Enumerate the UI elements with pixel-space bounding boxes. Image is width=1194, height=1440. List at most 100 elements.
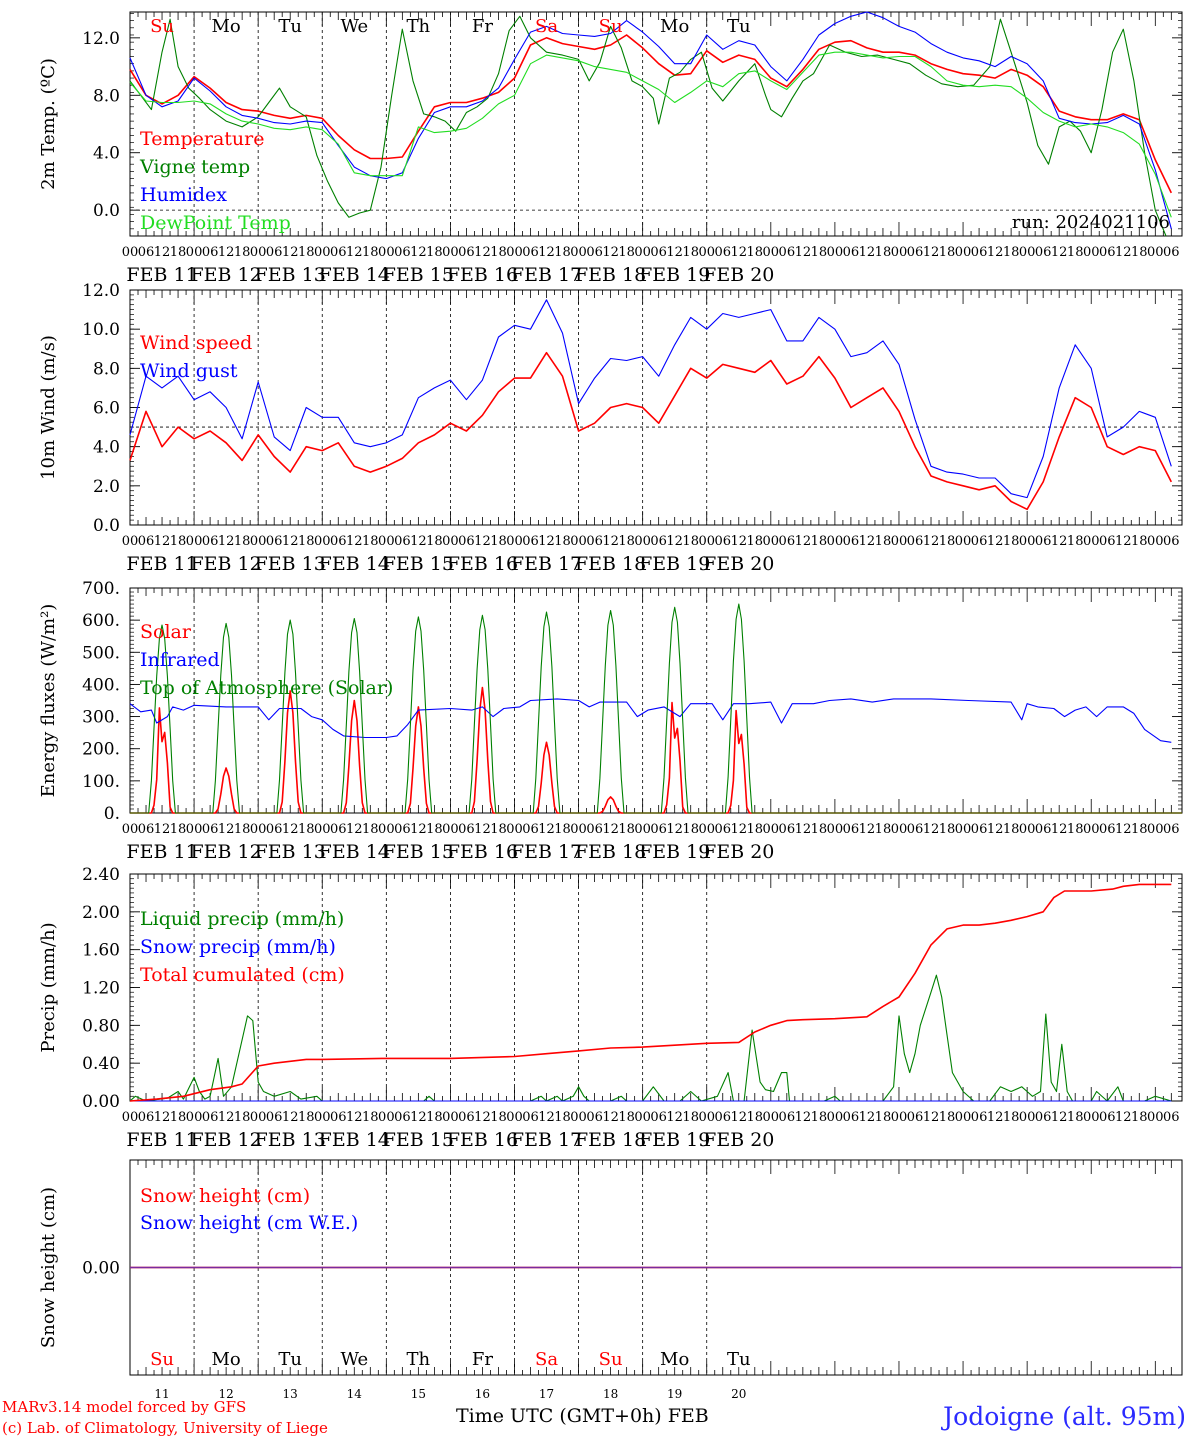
hour-label: 00: [1019, 245, 1036, 260]
hour-label: 00: [314, 1110, 331, 1125]
hour-label: 12: [1115, 534, 1132, 549]
hour-label: 12: [538, 1110, 555, 1125]
date-label: FEB 17: [511, 841, 582, 863]
date-label: FEB 16: [447, 1129, 518, 1151]
series-line-humidex: [129, 11, 1172, 229]
hour-label: 00: [634, 1110, 651, 1125]
hour-label: 00: [506, 822, 523, 837]
y-tick-label: 0.0: [93, 516, 120, 536]
weekday-label: Sa: [535, 1349, 558, 1370]
date-label: FEB 20: [703, 264, 774, 286]
hour-label: 12: [859, 245, 876, 260]
legend-entry: Temperature: [140, 128, 264, 150]
hour-label: 00: [250, 245, 267, 260]
panel-snow: [129, 1159, 1183, 1376]
hour-label: 06: [843, 245, 860, 260]
hour-label: 12: [602, 245, 619, 260]
hour-label: 00: [1083, 245, 1100, 260]
legend-entry: Liquid precip (mm/h): [140, 908, 344, 930]
hour-label: 06: [394, 1110, 411, 1125]
hour-label: 12: [474, 1110, 491, 1125]
weekday-label: Su: [150, 1349, 174, 1370]
hour-label: 12: [218, 534, 235, 549]
day-number-label: 17: [539, 1387, 554, 1401]
hour-label: 18: [554, 245, 571, 260]
date-label: FEB 16: [447, 553, 518, 575]
hour-label: 00: [250, 1110, 267, 1125]
hour-label: 06: [650, 245, 667, 260]
hour-label: 06: [266, 1110, 283, 1125]
hour-label: 12: [218, 245, 235, 260]
date-label: FEB 11: [126, 553, 197, 575]
hour-label: 12: [474, 245, 491, 260]
hour-label: 06: [843, 534, 860, 549]
hour-label: 06: [522, 534, 539, 549]
hour-label: 12: [1115, 1110, 1132, 1125]
hour-label: 12: [795, 245, 812, 260]
legend-entry: Solar: [140, 621, 192, 643]
y-axis-label: Precip (mm/h): [38, 922, 59, 1052]
hour-label: 18: [234, 822, 251, 837]
hour-label: 18: [426, 822, 443, 837]
y-tick-label: 8.0: [93, 359, 120, 379]
hour-label: 00: [763, 822, 780, 837]
hour-label: 00: [1147, 245, 1164, 260]
hour-label: 18: [1067, 245, 1084, 260]
weekday-label: Mo: [211, 16, 240, 37]
y-tick-label: 10.0: [82, 320, 120, 340]
day-number-label: 16: [475, 1387, 490, 1401]
hour-label: 06: [202, 822, 219, 837]
hour-label: 12: [346, 534, 363, 549]
hour-label: 00: [186, 245, 203, 260]
hour-label: 06: [714, 245, 731, 260]
hour-label: 12: [282, 822, 299, 837]
hour-label: 12: [602, 1110, 619, 1125]
hour-label: 00: [1019, 534, 1036, 549]
y-tick-label: 2.00: [82, 903, 120, 923]
hour-label: 06: [971, 822, 988, 837]
hour-label: 06: [1035, 822, 1052, 837]
date-label: FEB 11: [126, 1129, 197, 1151]
hour-label: 06: [586, 245, 603, 260]
hour-label: 00: [698, 1110, 715, 1125]
hour-label: 06: [843, 1110, 860, 1125]
hour-label: 00: [186, 822, 203, 837]
hour-label: 06: [138, 534, 155, 549]
hour-label: 18: [618, 822, 635, 837]
hour-label: 18: [554, 1110, 571, 1125]
hour-label: 18: [298, 245, 315, 260]
hour-label: 00: [314, 534, 331, 549]
hour-label: 12: [795, 534, 812, 549]
date-label: FEB 12: [191, 1129, 262, 1151]
date-label: FEB 18: [575, 553, 646, 575]
hour-label: 18: [554, 822, 571, 837]
hour-label: 00: [506, 1110, 523, 1125]
weekday-label: We: [340, 16, 368, 37]
hour-label: 00: [891, 1110, 908, 1125]
hour-label: 18: [875, 822, 892, 837]
hour-label: 00: [827, 245, 844, 260]
hour-label: 00: [250, 822, 267, 837]
y-tick-label: 0.40: [82, 1054, 120, 1074]
y-tick-label: 12.0: [82, 29, 120, 49]
x-axis-title: Time UTC (GMT+0h) FEB: [456, 1405, 709, 1427]
panel-temperature: [129, 11, 1183, 237]
hour-label: 06: [779, 1110, 796, 1125]
date-label: FEB 11: [126, 264, 197, 286]
weekday-label: Th: [407, 1349, 431, 1370]
hour-label: 18: [811, 822, 828, 837]
hour-label: 12: [410, 245, 427, 260]
hour-label: 12: [987, 822, 1004, 837]
hour-label: 12: [1051, 822, 1068, 837]
hour-label: 18: [362, 245, 379, 260]
legend-entry: Snow height (cm W.E.): [140, 1212, 358, 1234]
hour-label: 06: [1035, 1110, 1052, 1125]
hour-label: 06: [138, 1110, 155, 1125]
day-number-label: 12: [218, 1387, 233, 1401]
hour-label: 06: [843, 822, 860, 837]
date-label: FEB 17: [511, 1129, 582, 1151]
hour-label: 18: [490, 1110, 507, 1125]
hour-label: 00: [570, 245, 587, 260]
y-tick-label: 0.80: [82, 1016, 120, 1036]
weekday-label: We: [340, 1349, 368, 1370]
